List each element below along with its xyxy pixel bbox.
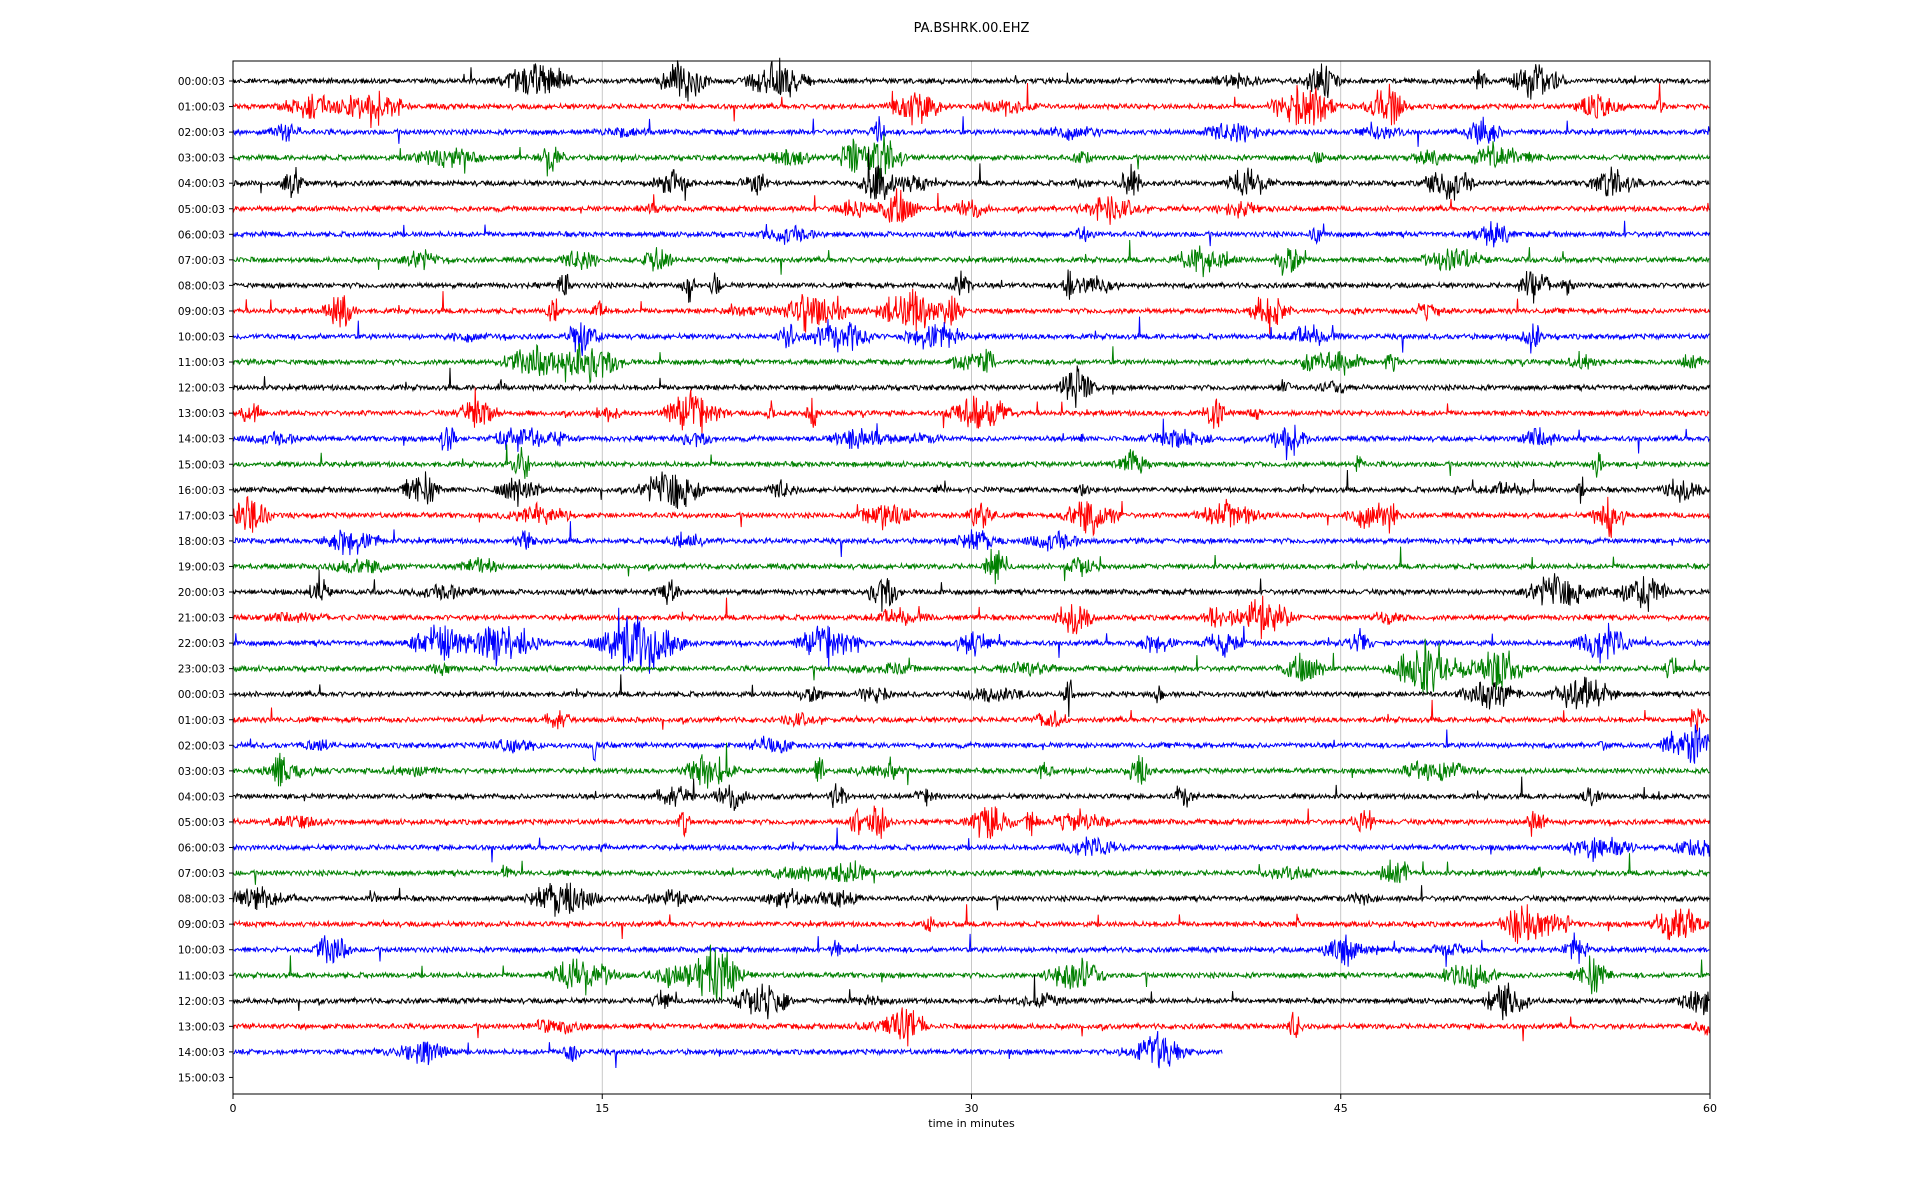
row-label: 01:00:03 <box>178 715 225 727</box>
trace-line <box>232 944 1710 1002</box>
row-label: 04:00:03 <box>178 178 225 190</box>
trace-line <box>232 974 1710 1021</box>
row-label: 08:00:03 <box>178 894 225 906</box>
trace-line <box>232 82 1710 129</box>
row-label: 05:00:03 <box>178 817 225 829</box>
row-labels: 00:00:03 01:00:03 02:00:03 03:00:03 04:00:03… <box>178 76 233 1084</box>
trace-line <box>232 607 1710 674</box>
row-label: 13:00:03 <box>178 408 225 420</box>
x-tick-label: 0 <box>230 1102 237 1115</box>
x-tick-label: 30 <box>965 1102 979 1115</box>
trace-line <box>232 674 1710 717</box>
row-label: 00:00:03 <box>178 689 225 701</box>
row-label: 14:00:03 <box>178 434 225 446</box>
row-label: 17:00:03 <box>178 510 225 522</box>
trace-line <box>232 149 1710 201</box>
row-label: 10:00:03 <box>178 945 225 957</box>
row-label: 09:00:03 <box>178 306 225 318</box>
trace-line <box>232 521 1710 558</box>
row-label: 03:00:03 <box>178 766 225 778</box>
row-label: 12:00:03 <box>178 996 225 1008</box>
trace-line <box>232 699 1710 732</box>
row-label: 11:00:03 <box>178 357 225 369</box>
row-label: 22:00:03 <box>178 638 225 650</box>
row-label: 02:00:03 <box>178 740 225 752</box>
row-label: 18:00:03 <box>178 536 225 548</box>
row-label: 15:00:03 <box>178 1072 225 1084</box>
trace-line <box>232 1030 1223 1069</box>
trace-line <box>232 882 1710 917</box>
row-label: 21:00:03 <box>178 613 225 625</box>
row-label: 16:00:03 <box>178 485 225 497</box>
trace-line <box>232 269 1710 304</box>
row-label: 08:00:03 <box>178 280 225 292</box>
trace-layer <box>232 57 1710 1069</box>
row-label: 09:00:03 <box>178 919 225 931</box>
trace-line <box>232 546 1710 585</box>
trace-line <box>232 1007 1710 1047</box>
row-label: 20:00:03 <box>178 587 225 599</box>
grid-lines <box>601 61 1342 1094</box>
trace-line <box>232 469 1710 509</box>
row-label: 06:00:03 <box>178 229 225 241</box>
x-tick-label: 45 <box>1334 1102 1348 1115</box>
x-axis-ticks: 0 15 30 45 60 <box>230 1094 1717 1115</box>
trace-line <box>232 742 1710 789</box>
x-axis-label: time in minutes <box>928 1117 1015 1130</box>
trace-line <box>232 316 1710 356</box>
row-label: 07:00:03 <box>178 255 225 267</box>
trace-line <box>232 904 1710 944</box>
trace-line <box>232 638 1710 696</box>
trace-line <box>232 239 1710 278</box>
chart-title: PA.BSHRK.00.EHZ <box>913 21 1030 36</box>
trace-line <box>232 805 1710 839</box>
trace-line <box>232 724 1710 764</box>
row-label: 00:00:03 <box>178 76 225 88</box>
trace-line <box>232 495 1710 538</box>
trace-line <box>232 776 1710 811</box>
trace-line <box>232 116 1710 147</box>
x-tick-label: 60 <box>1703 1102 1717 1115</box>
row-label: 23:00:03 <box>178 664 225 676</box>
row-label: 03:00:03 <box>178 153 225 165</box>
trace-line <box>232 418 1710 461</box>
row-label: 02:00:03 <box>178 127 225 139</box>
trace-line <box>232 57 1710 102</box>
row-label: 11:00:03 <box>178 970 225 982</box>
trace-line <box>232 595 1710 640</box>
row-label: 04:00:03 <box>178 791 225 803</box>
row-label: 07:00:03 <box>178 868 225 880</box>
trace-line <box>232 569 1710 612</box>
row-label: 06:00:03 <box>178 843 225 855</box>
trace-line <box>232 387 1710 434</box>
trace-line <box>232 827 1710 863</box>
trace-line <box>232 444 1710 479</box>
trace-line <box>232 133 1710 179</box>
trace-line <box>232 288 1710 335</box>
trace-line <box>232 932 1710 967</box>
row-label: 15:00:03 <box>178 459 225 471</box>
trace-line <box>232 188 1710 225</box>
row-label: 13:00:03 <box>178 1021 225 1033</box>
trace-line <box>232 365 1710 408</box>
row-label: 05:00:03 <box>178 204 225 216</box>
x-tick-label: 15 <box>595 1102 609 1115</box>
row-label: 01:00:03 <box>178 102 225 114</box>
trace-line <box>232 220 1710 248</box>
row-label: 10:00:03 <box>178 332 225 344</box>
trace-line <box>232 343 1710 384</box>
trace-line <box>232 853 1710 885</box>
row-label: 12:00:03 <box>178 383 225 395</box>
row-label: 19:00:03 <box>178 561 225 573</box>
row-label: 14:00:03 <box>178 1047 225 1059</box>
